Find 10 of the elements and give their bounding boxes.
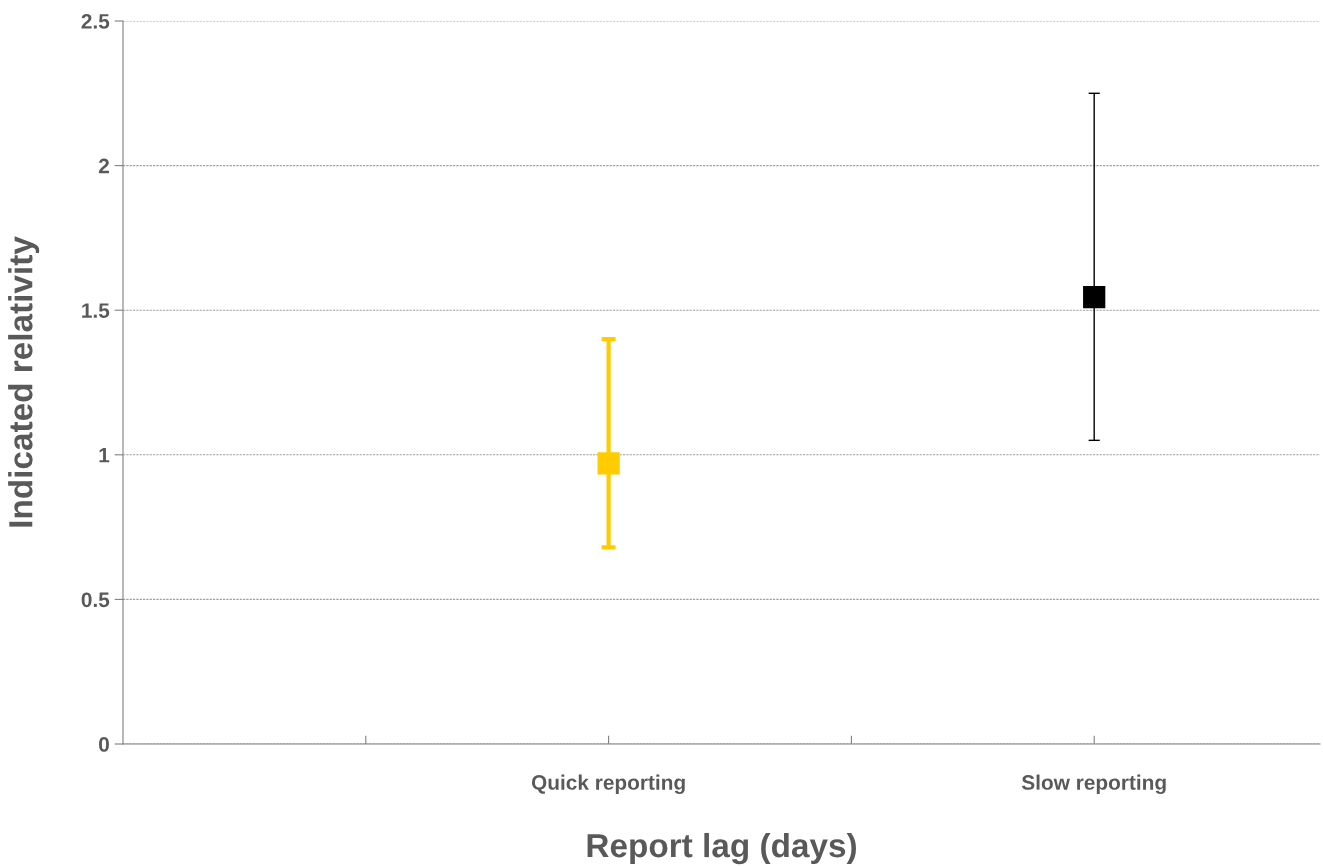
y-tick-label: 0: [99, 737, 109, 752]
y-tick-label: 2: [98, 158, 109, 174]
x-tick-label: Quick reporting: [531, 774, 685, 795]
y-tick-label: 1: [99, 448, 110, 463]
x-axis-title: Report lag (days): [587, 832, 856, 865]
y-tick-label: 2.5: [81, 14, 110, 29]
y-tick-label: 0.5: [81, 592, 110, 608]
y-tick-label: 1.5: [82, 303, 110, 318]
y-axis-title: Indicated relativity: [8, 236, 40, 527]
x-tick-label: Slow reporting: [1021, 774, 1166, 795]
